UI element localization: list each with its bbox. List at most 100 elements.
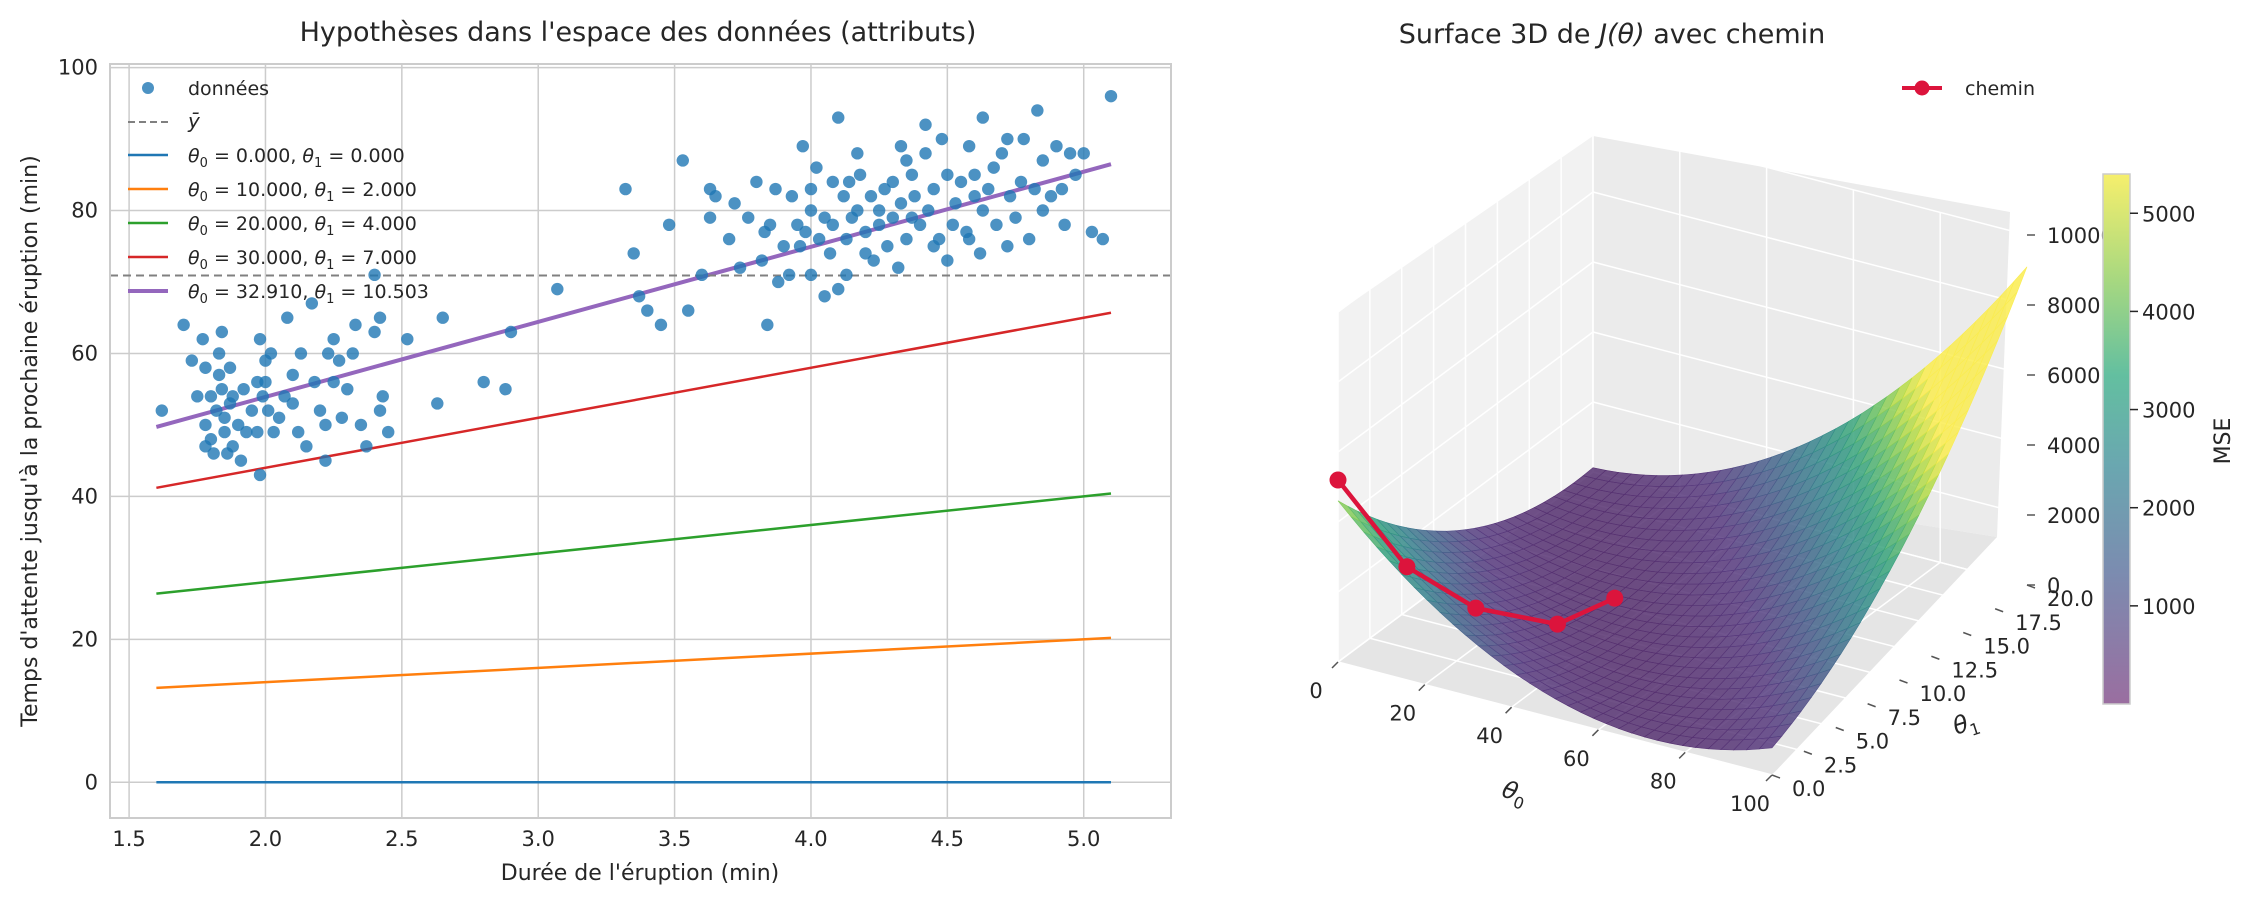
data-point-181 — [1058, 218, 1071, 232]
data-point-72 — [504, 325, 518, 339]
left-x-tick-label-7: 5.0 — [1067, 827, 1100, 851]
legend-line-2-theta0: 20.000 — [236, 213, 302, 235]
colorbar-tick-label-0: 1000 — [2142, 595, 2195, 619]
data-point-124 — [859, 247, 872, 260]
data-point-169 — [1003, 190, 1017, 203]
svg-text:θ0 = 0.000, θ1 = 0.000: θ0 = 0.000, θ1 = 0.000 — [188, 145, 405, 171]
theta1-tick-label-5: 12.5 — [1951, 658, 1998, 682]
data-point-171 — [1014, 175, 1028, 189]
data-point-89 — [742, 211, 755, 224]
data-point-29 — [251, 425, 264, 439]
data-point-12 — [212, 347, 226, 360]
legend-mean-label: ȳ — [187, 109, 201, 133]
data-point-141 — [908, 190, 921, 203]
theta0-tick-label-4: 80 — [1650, 769, 1677, 793]
legend-line-0-theta1: 0.000 — [350, 145, 404, 167]
legend-line-3-theta0: 30.000 — [236, 247, 302, 269]
data-point-17 — [218, 425, 231, 439]
left-chart-title: Hypothèses dans l'espace des données (at… — [300, 17, 977, 48]
colorbar-label: MSE — [2211, 418, 2236, 465]
hypothesis-line-2 — [156, 492, 1112, 595]
data-point-133 — [886, 175, 899, 189]
data-point-167 — [1001, 240, 1014, 253]
right-title-prefix: Surface 3D de — [1399, 19, 1599, 50]
data-point-109 — [818, 290, 831, 303]
z-tick-label-4: 8000 — [2047, 294, 2100, 318]
theta0-tick-label-1: 20 — [1389, 702, 1416, 726]
left-x-tick-label-2: 2.5 — [385, 827, 418, 851]
data-point-83 — [703, 211, 717, 224]
data-point-57 — [346, 347, 359, 360]
data-point-176 — [1036, 204, 1050, 217]
legend-data-label: données — [188, 78, 269, 100]
data-point-156 — [962, 232, 976, 246]
data-point-183 — [1069, 168, 1082, 181]
data-point-114 — [832, 282, 845, 296]
data-point-180 — [1055, 182, 1069, 196]
data-point-166 — [995, 147, 1009, 160]
path-point-4 — [1606, 589, 1624, 607]
data-point-36 — [264, 347, 278, 360]
data-point-145 — [922, 204, 935, 217]
theta0-tick-label-5: 100 — [1730, 792, 1770, 816]
floor-grid-y-0 — [1337, 661, 1773, 776]
theta1-tick-3 — [1867, 703, 1876, 708]
data-point-122 — [851, 147, 864, 160]
data-point-61 — [368, 268, 381, 282]
data-point-78 — [654, 318, 668, 332]
data-point-104 — [804, 268, 818, 282]
path-legend-marker — [1914, 80, 1930, 96]
data-point-80 — [676, 154, 689, 167]
data-point-173 — [1022, 232, 1036, 246]
data-point-108 — [812, 232, 826, 246]
data-point-68 — [431, 397, 444, 410]
data-point-25 — [237, 382, 250, 396]
data-point-0 — [155, 404, 169, 417]
left-scatter-points — [155, 89, 1118, 482]
data-point-136 — [894, 139, 908, 153]
data-point-41 — [286, 368, 299, 382]
data-point-24 — [234, 454, 248, 467]
theta1-tick-label-3: 7.5 — [1888, 706, 1921, 730]
theta1-tick-label-7: 17.5 — [2015, 611, 2062, 635]
data-point-97 — [777, 240, 790, 253]
hypothesis-line-3 — [156, 311, 1112, 490]
data-point-47 — [308, 375, 321, 389]
legend-line-4: θ0 = 32.910, θ1 = 10.503 — [128, 281, 429, 307]
data-point-11 — [210, 404, 223, 417]
data-point-129 — [872, 218, 886, 232]
left-xlabel: Durée de l'éruption (min) — [501, 861, 779, 886]
z-tick-label-3: 6000 — [2047, 364, 2100, 388]
data-point-147 — [927, 182, 940, 196]
left-legend: données ȳ θ0 = 0.000, θ1 = 0.000 θ0 = 10… — [128, 78, 429, 307]
data-point-8 — [204, 433, 218, 446]
data-point-6 — [199, 418, 212, 432]
theta0-tick-3 — [1591, 729, 1599, 737]
legend-line-0-theta0: 0.000 — [236, 145, 290, 167]
legend-line-3-theta1: 7.000 — [362, 247, 416, 269]
data-point-5 — [199, 361, 212, 374]
path-point-0 — [1329, 471, 1347, 489]
data-point-164 — [987, 161, 1000, 174]
data-point-178 — [1044, 190, 1058, 203]
data-point-62 — [368, 325, 381, 339]
data-point-81 — [682, 304, 695, 317]
left-x-tick-label-0: 1.5 — [112, 827, 145, 851]
path-legend: chemin — [1902, 78, 2035, 100]
data-point-151 — [941, 168, 954, 181]
data-point-75 — [627, 247, 640, 260]
data-point-98 — [782, 268, 796, 282]
data-point-128 — [872, 204, 886, 217]
left-ylabel: Temps d'attente jusqu'à la prochaine éru… — [18, 155, 43, 727]
data-point-99 — [785, 190, 799, 203]
left-y-tick-label-3: 60 — [71, 341, 98, 365]
data-point-43 — [291, 425, 305, 439]
data-point-159 — [968, 168, 981, 181]
colorbar-ticks: 1000 2000 3000 4000 5000 — [2130, 202, 2195, 619]
data-point-30 — [253, 332, 267, 346]
colorbar-tick-label-1: 2000 — [2142, 497, 2195, 521]
data-point-144 — [919, 118, 932, 131]
data-point-111 — [823, 247, 837, 260]
data-point-106 — [804, 182, 818, 196]
